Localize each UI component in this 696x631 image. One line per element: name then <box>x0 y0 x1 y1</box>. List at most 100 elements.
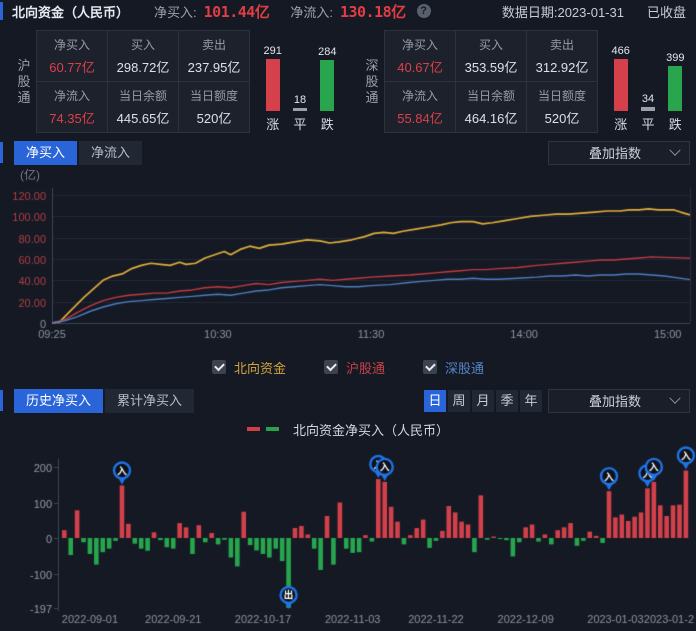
period-button-0[interactable]: 日 <box>424 389 446 412</box>
updown-column-up: 291 涨 <box>264 30 282 133</box>
updown-label: 跌 <box>668 117 682 132</box>
section1-toolbar: 净买入 净流入 叠加指数 <box>0 140 696 165</box>
stat-cell: 卖出 237.95亿 <box>179 31 249 81</box>
stat-label: 买入 <box>478 38 503 52</box>
checkbox-checked-icon[interactable] <box>211 360 226 374</box>
stat-label: 卖出 <box>549 38 574 52</box>
tab-intraday-1[interactable]: 净流入 <box>79 140 143 165</box>
stat-label: 净流入 <box>53 89 90 103</box>
tab-intraday-0[interactable]: 净买入 <box>14 140 78 165</box>
stat-label: 买入 <box>130 38 155 52</box>
checkbox-checked-icon[interactable] <box>423 360 437 374</box>
updown-count: 399 <box>666 52 685 64</box>
stat-label: 卖出 <box>201 38 226 52</box>
chevron-down-icon <box>669 144 681 156</box>
updown-column-flat: 18 平 <box>293 30 307 133</box>
updown-count: 291 <box>263 45 282 57</box>
updown-label: 涨 <box>266 117 280 132</box>
stat-cell: 当日余额 464.16亿 <box>456 82 526 132</box>
stats-grid: 净买入 60.77亿 买入 298.72亿 卖出 237.95亿 净流入 74.35亿 当日余额… <box>36 30 250 133</box>
connect-panels: 沪股通净买入 60.77亿 买入 298.72亿 卖出 237.95亿 净流入 74.35亿当… <box>0 22 696 137</box>
legend-item[interactable]: 沪股通 <box>323 358 385 377</box>
period-button-3[interactable]: 季 <box>496 389 518 412</box>
net-flow-label: 净流入: <box>290 4 333 20</box>
stat-cell: 当日余额 445.65亿 <box>108 82 178 132</box>
history-bar-chart <box>0 443 696 631</box>
stat-label: 当日额度 <box>189 89 238 103</box>
updown-count: 284 <box>318 46 337 58</box>
updown-column-down: 399 跌 <box>666 30 684 133</box>
stat-value: 520亿 <box>544 111 580 126</box>
stat-cell: 买入 353.59亿 <box>456 31 526 81</box>
legend-item[interactable]: 北向资金 <box>211 358 286 377</box>
flat-bar <box>641 107 655 111</box>
advance-decline-chart: 466 涨 34 平 399 跌 <box>598 30 694 133</box>
stat-label: 当日额度 <box>537 89 586 103</box>
up-bar <box>265 59 280 111</box>
connect-panel-sh: 沪股通净买入 60.77亿 买入 298.72亿 卖出 237.95亿 净流入 74.35亿当… <box>0 22 348 137</box>
connect-name: 深股通 <box>365 57 379 105</box>
connect-panel-sz: 深股通净买入 40.67亿 买入 353.59亿 卖出 312.92亿 净流入 55.84亿当… <box>348 22 696 137</box>
stat-label: 净流入 <box>401 89 438 103</box>
stat-cell: 净流入 74.35亿 <box>37 82 107 132</box>
tab-history-0[interactable]: 历史净买入 <box>14 388 104 413</box>
up-bar <box>613 59 628 111</box>
flat-bar <box>293 108 307 111</box>
updown-count: 18 <box>293 94 307 106</box>
intraday-legend: 北向资金 沪股通 深股通 <box>0 355 696 379</box>
stat-label: 当日余额 <box>466 89 515 103</box>
legend-label: 深股通 <box>445 360 485 376</box>
stat-cell: 净买入 60.77亿 <box>37 31 107 81</box>
history-tabs: 历史净买入 累计净买入 <box>14 388 195 413</box>
down-bar <box>320 60 335 111</box>
stat-value: 520亿 <box>196 111 232 126</box>
stat-cell: 当日额度 520亿 <box>527 82 597 132</box>
legend-item[interactable]: 深股通 <box>423 358 484 377</box>
chevron-down-icon <box>669 392 681 404</box>
stat-cell: 净买入 40.67亿 <box>385 31 455 81</box>
overlay-index-select-1[interactable]: 叠加指数 <box>548 140 690 165</box>
connect-name: 沪股通 <box>17 57 31 105</box>
stat-value: 464.16亿 <box>464 111 518 126</box>
stats-grid: 净买入 40.67亿 买入 353.59亿 卖出 312.92亿 净流入 55.84亿 当日余额… <box>384 30 598 133</box>
checkbox-checked-icon[interactable] <box>323 360 338 374</box>
stat-value: 298.72亿 <box>116 60 170 75</box>
stat-value: 353.59亿 <box>464 60 518 75</box>
data-date: 数据日期:2023-01-31 <box>501 4 624 20</box>
updown-label: 涨 <box>614 117 628 132</box>
stat-label: 当日余额 <box>118 89 167 103</box>
stat-cell: 买入 298.72亿 <box>108 31 178 81</box>
period-button-4[interactable]: 年 <box>520 389 542 412</box>
history-legend: 北向资金净买入（人民币） <box>0 419 696 439</box>
stat-value: 445.65亿 <box>116 111 170 126</box>
period-button-1[interactable]: 周 <box>448 389 470 412</box>
updown-label: 平 <box>641 117 655 132</box>
green-dash-icon <box>265 427 279 431</box>
updown-column-up: 466 涨 <box>612 30 630 133</box>
stat-value: 40.67亿 <box>397 60 443 75</box>
updown-label: 平 <box>293 117 307 132</box>
tab-history-1[interactable]: 累计净买入 <box>105 388 195 413</box>
stat-value: 55.84亿 <box>397 111 443 126</box>
updown-label: 跌 <box>320 117 334 132</box>
intraday-line-chart <box>0 182 696 350</box>
updown-count: 34 <box>641 93 655 105</box>
market-status-badge: 已收盘 <box>646 4 686 20</box>
net-flow-value: 130.18亿 <box>339 2 406 21</box>
help-icon[interactable]: ? <box>416 4 431 18</box>
section2-toolbar: 历史净买入 累计净买入 日周月季年 叠加指数 <box>0 388 696 413</box>
net-buy-value: 101.44亿 <box>203 2 270 21</box>
period-button-2[interactable]: 月 <box>472 389 494 412</box>
stat-value: 60.77亿 <box>49 60 95 75</box>
stat-label: 净买入 <box>53 38 90 52</box>
header: 北向资金（人民币） 净买入: 101.44亿 净流入: 130.18亿 ? 数据… <box>0 0 696 22</box>
stat-cell: 当日额度 520亿 <box>179 82 249 132</box>
advance-decline-chart: 291 涨 18 平 284 跌 <box>250 30 346 133</box>
stat-cell: 净流入 55.84亿 <box>385 82 455 132</box>
stat-value: 74.35亿 <box>49 111 95 126</box>
legend-label: 北向资金 <box>233 360 286 376</box>
page-title: 北向资金（人民币） <box>12 4 130 20</box>
overlay-index-select-2[interactable]: 叠加指数 <box>548 388 690 413</box>
intraday-tabs: 净买入 净流入 <box>14 140 143 165</box>
stat-value: 312.92亿 <box>535 60 589 75</box>
